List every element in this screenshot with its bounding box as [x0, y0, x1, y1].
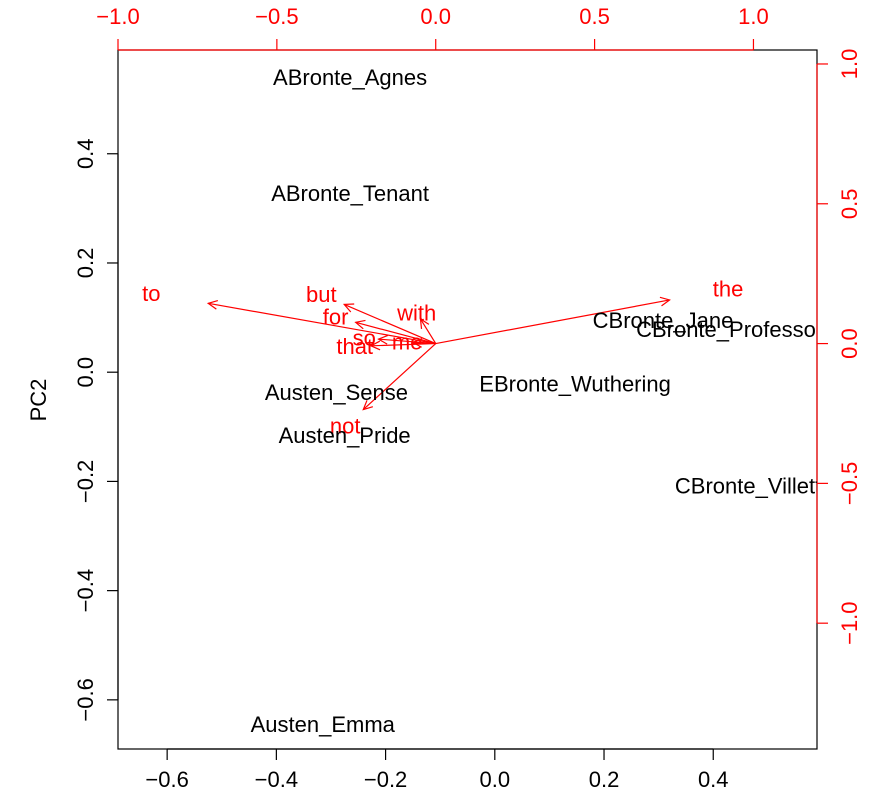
- loading-label: so: [353, 325, 376, 350]
- secondary-y-tick-label: 0.0: [837, 328, 862, 359]
- secondary-x-tick-label: −0.5: [255, 4, 298, 29]
- loading-arrowhead: [369, 340, 381, 351]
- loading-arrowhead: [342, 303, 355, 313]
- loading-arrow: [355, 321, 436, 345]
- observation-label: CBronte_Professor: [636, 317, 823, 342]
- loading-label: the: [713, 277, 744, 302]
- secondary-x-tick-label: 0.5: [579, 4, 610, 29]
- loading-arrow: [208, 302, 436, 345]
- loading-arrow: [435, 299, 670, 345]
- plot-frame: [117, 49, 818, 750]
- loading-label: to: [142, 281, 160, 306]
- secondary-y-tick-label: 1.0: [837, 49, 862, 80]
- loading-label: for: [323, 305, 349, 330]
- y-tick-label: −0.2: [73, 460, 98, 503]
- loading-arrow: [370, 342, 436, 347]
- right-axis: −1.0 −0.5 0.0 0.5 1.0: [816, 49, 862, 645]
- loading-arrows: [206, 296, 671, 411]
- observation-labels: ABronte_AgnesABronte_TenantCBronte_JaneC…: [251, 65, 834, 737]
- loading-label: but: [306, 282, 337, 307]
- observation-label: Austen_Pride: [279, 423, 411, 448]
- loading-label: me: [392, 330, 423, 355]
- secondary-x-tick-label: 0.0: [420, 4, 451, 29]
- bottom-axis: −0.6 −0.4 −0.2 0.0 0.2 0.4: [145, 748, 729, 792]
- x-tick-label: 0.4: [698, 767, 729, 792]
- y-tick-label: −0.6: [73, 678, 98, 721]
- loading-arrow: [362, 343, 437, 411]
- loading-arrowhead: [659, 296, 671, 307]
- loading-arrow: [343, 303, 436, 345]
- secondary-x-tick-label: 1.0: [738, 4, 769, 29]
- observation-label: CBronte_Jane: [593, 308, 734, 333]
- x-tick-label: −0.2: [364, 767, 407, 792]
- loading-arrow: [412, 341, 436, 345]
- loading-arrowhead: [206, 300, 219, 310]
- loading-arrow: [419, 318, 437, 344]
- loading-arrowhead: [411, 338, 423, 348]
- y-axis-label: PC2: [26, 379, 51, 422]
- observation-label: ABronte_Tenant: [271, 181, 429, 206]
- observation-label: CBronte_Villette: [675, 473, 834, 498]
- secondary-y-tick-label: −0.5: [837, 462, 862, 505]
- loading-label: that: [336, 334, 373, 359]
- top-axis: −1.0 −0.5 0.0 0.5 1.0: [96, 4, 769, 51]
- loading-arrowhead: [354, 319, 366, 330]
- x-tick-label: 0.0: [480, 767, 511, 792]
- loading-arrowhead: [419, 317, 430, 329]
- secondary-x-tick-label: −1.0: [96, 4, 139, 29]
- y-tick-label: 0.4: [73, 138, 98, 169]
- secondary-y-tick-label: 0.5: [837, 188, 862, 219]
- loading-label: not: [330, 414, 361, 439]
- y-tick-label: 0.2: [73, 248, 98, 279]
- loading-arrowhead: [377, 334, 389, 345]
- observation-label: Austen_Emma: [251, 712, 396, 737]
- x-tick-label: −0.4: [255, 767, 298, 792]
- observation-label: EBronte_Wuthering: [479, 372, 671, 397]
- loading-label: with: [396, 300, 436, 325]
- y-tick-label: −0.4: [73, 569, 98, 612]
- loading-arrowhead: [362, 400, 374, 411]
- left-axis: −0.6 −0.4 −0.2 0.0 0.2 0.4: [73, 138, 119, 722]
- observation-label: Austen_Sense: [265, 380, 408, 405]
- observation-label: ABronte_Agnes: [273, 65, 427, 90]
- x-tick-label: −0.6: [145, 767, 188, 792]
- x-tick-label: 0.2: [589, 767, 620, 792]
- y-tick-label: 0.0: [73, 357, 98, 388]
- secondary-y-tick-label: −1.0: [837, 601, 862, 644]
